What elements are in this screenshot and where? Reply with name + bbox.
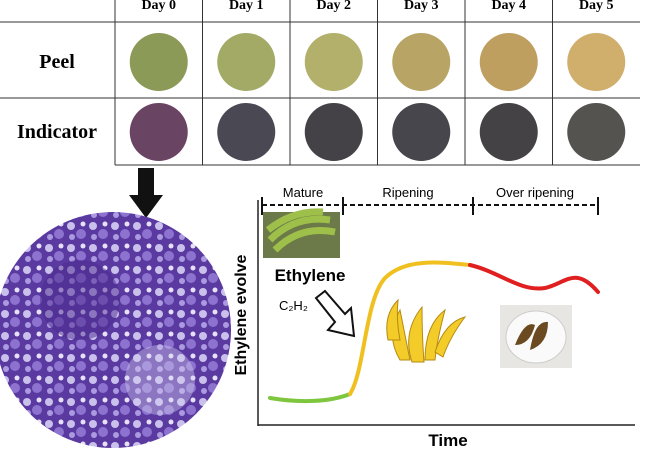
- green-banana-photo: [263, 208, 340, 258]
- phase-bar: [261, 197, 599, 215]
- day-header: Day 2: [316, 0, 351, 13]
- color-swatch: [567, 33, 626, 91]
- arrow-down: [129, 168, 163, 218]
- color-swatch: [304, 33, 363, 91]
- color-swatch: [217, 33, 276, 91]
- yellow-banana-photo: [386, 298, 467, 363]
- color-swatch: [129, 103, 188, 161]
- phase-label: Over ripening: [496, 185, 574, 200]
- ethylene-curve: [268, 260, 600, 404]
- day-header: Day 5: [579, 0, 614, 13]
- hollow-arrow: [314, 289, 356, 338]
- x-axis-label: Time: [428, 431, 467, 450]
- color-swatch: [479, 103, 538, 161]
- phase-label: Mature: [283, 185, 323, 200]
- day-header: Day 4: [491, 0, 526, 13]
- day-header: Day 1: [229, 0, 264, 13]
- day-header: Day 0: [141, 0, 176, 13]
- ethylene-label: Ethylene: [275, 266, 346, 285]
- color-swatch: [567, 103, 626, 161]
- color-swatch: [392, 103, 451, 161]
- plate-photo: [500, 305, 572, 368]
- indicator-micrograph: [0, 212, 231, 448]
- day-header: Day 3: [404, 0, 439, 13]
- row-label: Peel: [39, 51, 75, 73]
- color-swatch: [129, 33, 188, 91]
- color-swatch: [217, 103, 276, 161]
- phase-label: Ripening: [382, 185, 433, 200]
- color-swatch: [479, 33, 538, 91]
- color-swatch: [392, 33, 451, 91]
- y-axis-label: Ethylene evolve: [233, 254, 250, 375]
- row-label: Indicator: [17, 121, 97, 143]
- gas-label: C₂H₂: [279, 298, 308, 313]
- color-swatch: [304, 103, 363, 161]
- axes: [257, 200, 635, 426]
